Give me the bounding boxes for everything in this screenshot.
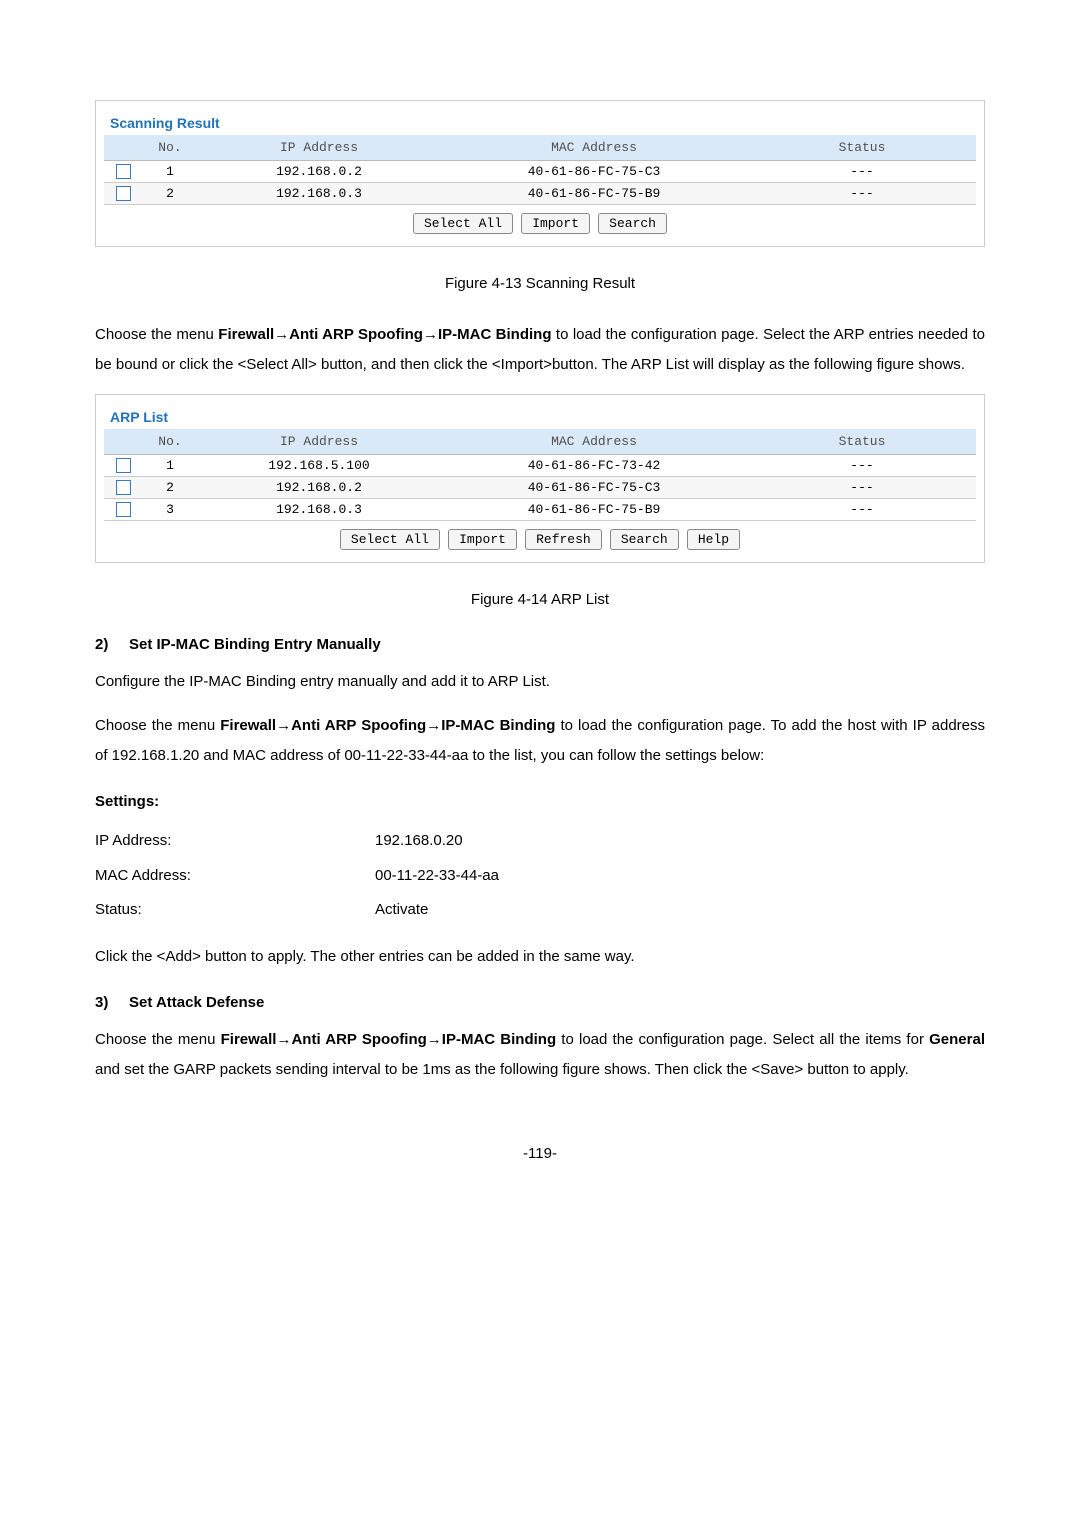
page-number: -119- xyxy=(95,1145,985,1162)
scanning-result-title: Scanning Result xyxy=(104,111,976,135)
search-button[interactable]: Search xyxy=(598,213,667,234)
row-checkbox[interactable] xyxy=(116,458,131,473)
section-heading: 3)Set Attack Defense xyxy=(95,994,985,1011)
paragraph: Configure the IP-MAC Binding entry manua… xyxy=(95,667,985,697)
table-row: 2 192.168.0.2 40-61-86-FC-75-C3 --- xyxy=(104,477,976,499)
table-row: 2 192.168.0.3 40-61-86-FC-75-B9 --- xyxy=(104,183,976,205)
col-ip: IP Address xyxy=(198,429,440,455)
arp-list-title: ARP List xyxy=(104,405,976,429)
select-all-button[interactable]: Select All xyxy=(340,529,440,550)
row-checkbox[interactable] xyxy=(116,502,131,517)
setting-row: MAC Address: 00-11-22-33-44-aa xyxy=(95,859,985,894)
figure-caption: Figure 4-13 Scanning Result xyxy=(95,275,985,292)
table-row: 1 192.168.0.2 40-61-86-FC-75-C3 --- xyxy=(104,161,976,183)
status-value: Activate xyxy=(375,893,428,928)
help-button[interactable]: Help xyxy=(687,529,740,550)
import-button[interactable]: Import xyxy=(448,529,517,550)
arp-list-table: No. IP Address MAC Address Status 1 192.… xyxy=(104,429,976,521)
select-all-button[interactable]: Select All xyxy=(413,213,513,234)
section-heading: 2)Set IP-MAC Binding Entry Manually xyxy=(95,636,985,653)
ip-address-label: IP Address: xyxy=(95,824,375,859)
col-no: No. xyxy=(142,135,198,161)
settings-heading: Settings: xyxy=(95,793,985,810)
figure-caption: Figure 4-14 ARP List xyxy=(95,591,985,608)
import-button[interactable]: Import xyxy=(521,213,590,234)
arp-list-panel: ARP List No. IP Address MAC Address Stat… xyxy=(95,394,985,563)
row-checkbox[interactable] xyxy=(116,164,131,179)
paragraph: Choose the menu Firewall→Anti ARP Spoofi… xyxy=(95,711,985,771)
col-mac: MAC Address xyxy=(440,429,748,455)
paragraph: Choose the menu Firewall→Anti ARP Spoofi… xyxy=(95,1025,985,1085)
ip-address-value: 192.168.0.20 xyxy=(375,824,463,859)
col-status: Status xyxy=(748,135,976,161)
col-ip: IP Address xyxy=(198,135,440,161)
col-status: Status xyxy=(748,429,976,455)
mac-address-label: MAC Address: xyxy=(95,859,375,894)
paragraph: Choose the menu Firewall→Anti ARP Spoofi… xyxy=(95,320,985,380)
paragraph: Click the <Add> button to apply. The oth… xyxy=(95,942,985,972)
setting-row: IP Address: 192.168.0.20 xyxy=(95,824,985,859)
table-row: 3 192.168.0.3 40-61-86-FC-75-B9 --- xyxy=(104,499,976,521)
row-checkbox[interactable] xyxy=(116,186,131,201)
refresh-button[interactable]: Refresh xyxy=(525,529,602,550)
setting-row: Status: Activate xyxy=(95,893,985,928)
scanning-result-panel: Scanning Result No. IP Address MAC Addre… xyxy=(95,100,985,247)
table-row: 1 192.168.5.100 40-61-86-FC-73-42 --- xyxy=(104,455,976,477)
row-checkbox[interactable] xyxy=(116,480,131,495)
col-no: No. xyxy=(142,429,198,455)
col-mac: MAC Address xyxy=(440,135,748,161)
scanning-result-table: No. IP Address MAC Address Status 1 192.… xyxy=(104,135,976,205)
mac-address-value: 00-11-22-33-44-aa xyxy=(375,859,499,894)
search-button[interactable]: Search xyxy=(610,529,679,550)
status-label: Status: xyxy=(95,893,375,928)
